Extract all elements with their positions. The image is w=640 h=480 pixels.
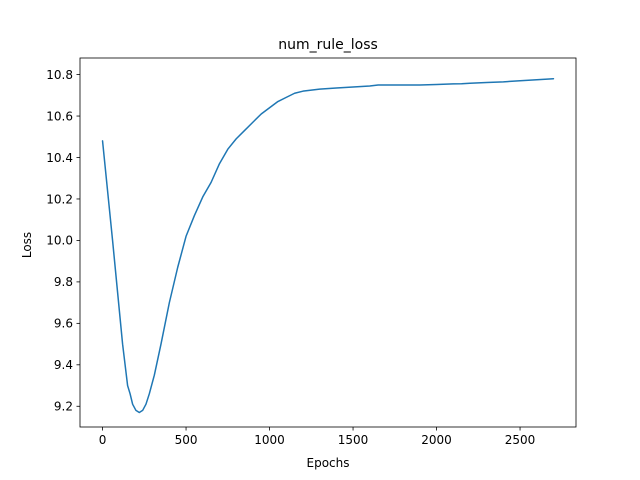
y-tick-label: 9.4 xyxy=(54,358,73,372)
x-tick-label: 0 xyxy=(99,433,107,447)
plot-frame xyxy=(79,57,577,428)
x-tick-label: 500 xyxy=(175,433,198,447)
y-tick-label: 10.2 xyxy=(46,192,73,206)
y-tick-label: 10.8 xyxy=(46,68,73,82)
y-tick-label: 9.6 xyxy=(54,317,73,331)
y-tick-label: 10.6 xyxy=(46,109,73,123)
series-line xyxy=(101,77,555,414)
x-tick-label: 2000 xyxy=(421,433,452,447)
y-tick-label: 9.2 xyxy=(54,400,73,414)
x-tick-label: 2500 xyxy=(505,433,536,447)
x-tick-label: 1500 xyxy=(338,433,369,447)
y-tick-label: 9.8 xyxy=(54,275,73,289)
y-tick-label: 10.0 xyxy=(46,234,73,248)
chart-title: num_rule_loss xyxy=(278,37,378,53)
x-tick-label: 1000 xyxy=(254,433,285,447)
y-axis-label: Loss xyxy=(20,232,34,258)
y-tick-label: 10.4 xyxy=(46,151,73,165)
x-axis-label: Epochs xyxy=(307,456,350,470)
